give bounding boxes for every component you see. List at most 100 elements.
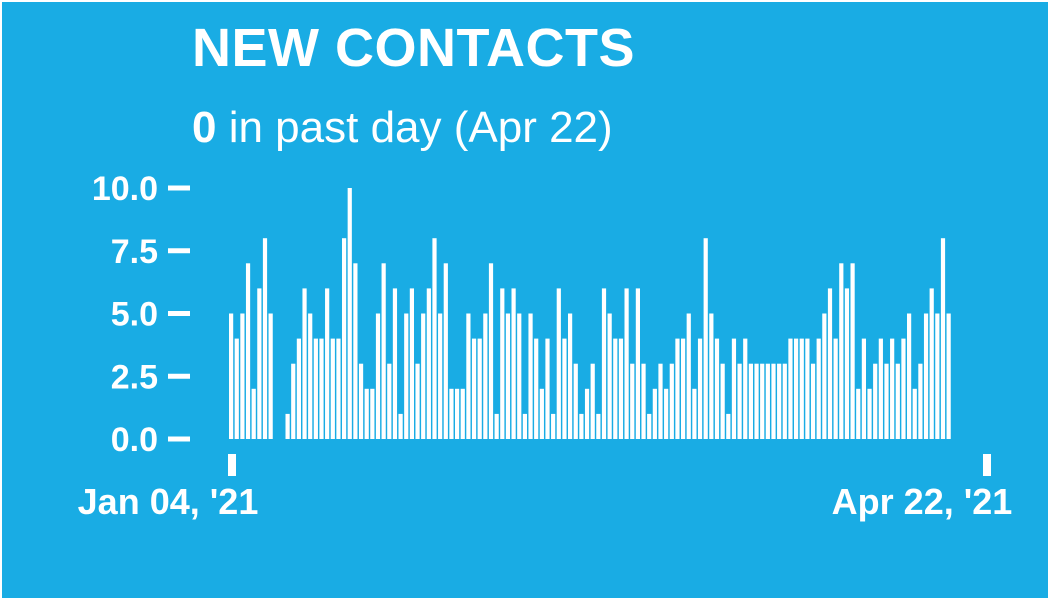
bar [895, 363, 900, 439]
bar [850, 263, 855, 439]
bar [873, 363, 878, 439]
bar [754, 363, 759, 439]
bar [760, 363, 765, 439]
bar [347, 188, 352, 439]
bar [833, 338, 838, 439]
bar [336, 338, 341, 439]
bar [929, 288, 934, 439]
bar [613, 338, 618, 439]
bar [765, 363, 770, 439]
bar [562, 338, 567, 439]
bar [483, 313, 488, 439]
bar [692, 388, 697, 439]
bar [709, 313, 714, 439]
bar [556, 288, 561, 439]
bar [330, 338, 335, 439]
bar [771, 363, 776, 439]
bar [432, 238, 437, 439]
bar [415, 363, 420, 439]
bar [291, 363, 296, 439]
bar [940, 238, 946, 439]
y-tick-mark [168, 436, 190, 442]
y-tick-label: 2.5 [111, 358, 158, 396]
bar [664, 388, 669, 439]
bar [607, 313, 612, 439]
bar [777, 363, 782, 439]
bar [816, 338, 821, 439]
bar [794, 338, 799, 439]
x-tick-label: Apr 22, '21 [832, 481, 1013, 522]
bar [426, 288, 431, 439]
y-tick-mark [168, 248, 190, 254]
bar [494, 413, 499, 439]
bar [822, 313, 827, 439]
bar [551, 413, 556, 439]
bar [839, 263, 844, 439]
bar [539, 388, 544, 439]
bar [257, 288, 262, 439]
bar [534, 338, 539, 439]
bar [731, 338, 737, 439]
y-axis: 0.0 2.5 5.0 7.5 10.0 [92, 170, 190, 459]
bar [714, 338, 720, 439]
bar [449, 388, 454, 439]
bar [867, 388, 872, 439]
bar [522, 413, 527, 439]
y-tick-label: 7.5 [111, 233, 158, 271]
bar [946, 313, 951, 439]
bar [630, 363, 635, 439]
bar [313, 338, 318, 439]
y-tick-mark [168, 311, 190, 316]
bar [743, 338, 748, 439]
bar [528, 313, 533, 439]
y-tick-label: 0.0 [111, 421, 158, 459]
bar [296, 338, 301, 439]
bar [658, 363, 663, 439]
bar [568, 313, 573, 439]
bar [584, 388, 590, 439]
bar [590, 363, 595, 439]
bar [285, 413, 290, 439]
bar [935, 313, 940, 439]
x-tick-mark [228, 454, 236, 476]
bar [364, 388, 369, 439]
bar [573, 363, 578, 439]
x-tick-mark [983, 454, 991, 476]
bar [308, 313, 313, 439]
bar [545, 338, 550, 439]
bar [358, 363, 364, 439]
bar [245, 263, 251, 439]
bar [799, 338, 804, 439]
y-tick-label: 10.0 [92, 170, 158, 208]
bar [302, 288, 307, 439]
bar [240, 313, 245, 439]
bar [681, 338, 686, 439]
bar [856, 388, 861, 439]
bar [353, 263, 358, 439]
chart-subtitle: 0 in past day (Apr 22) [192, 100, 613, 156]
bar [438, 313, 443, 439]
bar [861, 338, 866, 439]
bar [455, 388, 460, 439]
bar [596, 413, 601, 439]
y-tick-mark [168, 185, 190, 191]
bar [381, 263, 386, 439]
bar [262, 238, 268, 439]
x-tick-label: Jan 04, '21 [78, 481, 259, 522]
bar [890, 338, 895, 439]
bar [251, 388, 256, 439]
bar [421, 313, 426, 439]
bar [319, 338, 324, 439]
bar [488, 263, 494, 439]
bar [737, 363, 742, 439]
bar [878, 338, 883, 439]
bar [268, 313, 273, 439]
bar [511, 288, 516, 439]
bar [884, 363, 889, 439]
bar [669, 363, 674, 439]
bar [907, 313, 912, 439]
y-tick-mark [168, 373, 190, 379]
bar [392, 288, 398, 439]
bar [641, 363, 646, 439]
